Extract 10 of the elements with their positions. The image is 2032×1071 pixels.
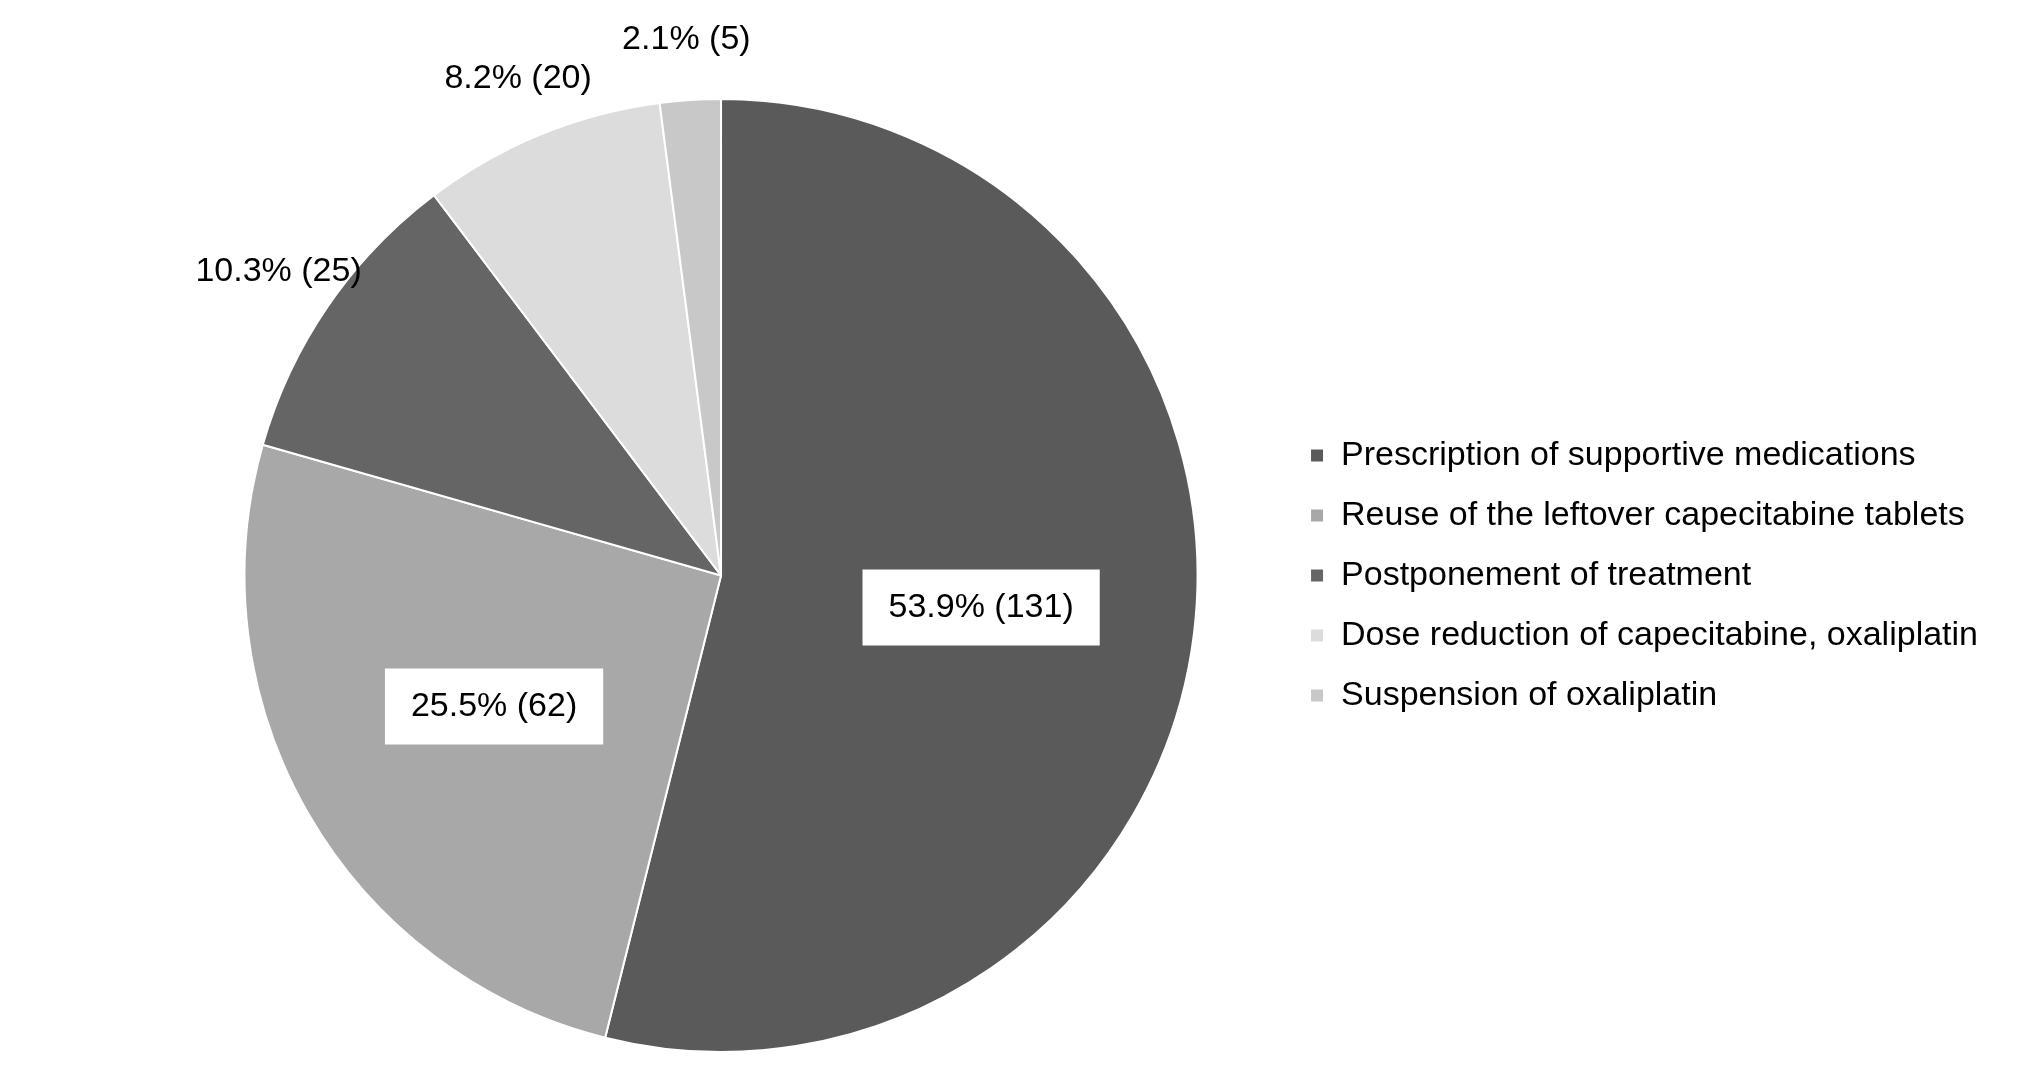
legend-label: Suspension of oxaliplatin [1341,673,1718,712]
data-label: 10.3% (25) [195,250,362,289]
data-label: 53.9% (131) [888,585,1074,624]
legend-label: Prescription of supportive medications [1341,433,1916,472]
data-label: 8.2% (20) [444,57,592,96]
legend-label: Dose reduction of capecitabine, oxaliplatin [1341,613,1978,652]
data-label: 2.1% (5) [622,18,751,57]
legend-label: Postponement of treatment [1341,553,1752,592]
data-label: 25.5% (62) [410,684,578,723]
legend-label: Reuse of the leftover capecitabine tablets [1341,493,1965,532]
